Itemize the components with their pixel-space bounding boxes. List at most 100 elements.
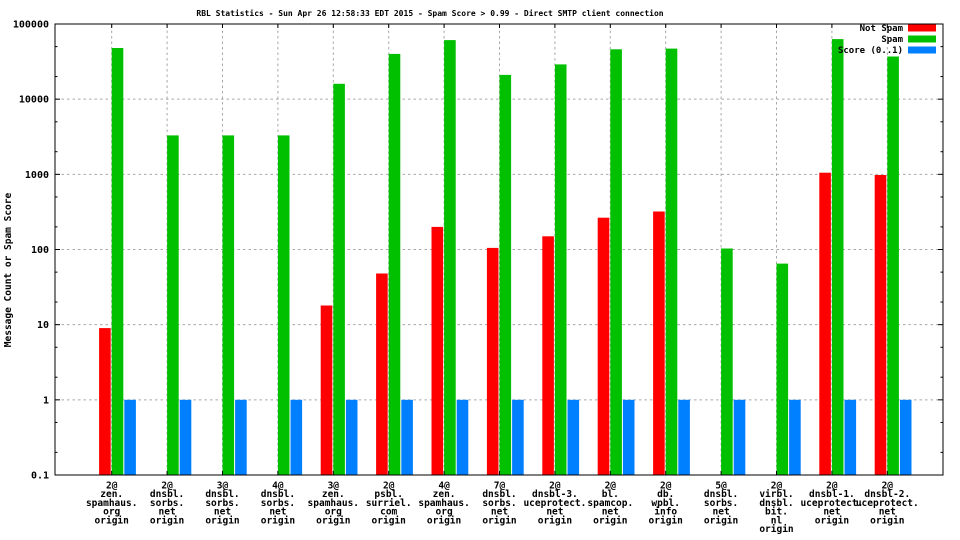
bar-not-spam-6 (376, 273, 388, 475)
bar-spam-5 (333, 83, 345, 476)
x-category-label: 2@ (549, 481, 561, 492)
legend-swatch-3 (908, 46, 936, 54)
x-category-label: org (436, 507, 453, 518)
x-category-label: 4@ (438, 481, 450, 492)
bar-spam-6 (388, 53, 401, 476)
y-tick-label: 1000 (25, 170, 49, 181)
x-category-label: origin (538, 515, 572, 526)
bar-score-0-1-6 (401, 399, 413, 475)
x-category-label: sorbs. (261, 498, 295, 509)
y-tick-label: 0.1 (31, 471, 49, 482)
bar-score-0-1-9 (567, 399, 580, 475)
x-category-label: dnsbl. (150, 489, 184, 500)
bar-spam-12 (721, 248, 733, 475)
y-tick-label: 100 (31, 245, 49, 256)
bar-score-0-1-12 (733, 399, 746, 475)
bar-not-spam-8 (486, 247, 499, 475)
bar-score-0-1-7 (456, 399, 469, 475)
x-category-label: origin (150, 515, 184, 526)
chart-title: RBL Statistics - Sun Apr 26 12:58:33 EDT… (196, 8, 663, 18)
x-category-label: dnsbl-3. (532, 489, 578, 500)
x-category-label: origin (482, 515, 516, 526)
x-category-label: dnsbl. (759, 498, 793, 509)
bar-not-spam-10 (597, 217, 610, 475)
x-category-label: uceprotect. (523, 498, 586, 509)
x-category-label: net (823, 507, 840, 518)
bar-spam-4 (277, 135, 290, 475)
x-category-label: dnsbl. (704, 489, 738, 500)
x-category-label: origin (427, 515, 461, 526)
x-category-label: sorbs. (205, 498, 239, 509)
x-category-label: 2@ (771, 481, 783, 492)
bar-spam-9 (554, 64, 567, 476)
x-category-label: 2@ (383, 481, 395, 492)
x-category-label: net (546, 507, 563, 518)
x-category-label: bit. (765, 507, 788, 518)
x-category-label: nl (771, 515, 783, 526)
x-category-label: 2@ (660, 481, 672, 492)
x-category-label: 2@ (826, 481, 838, 492)
x-category-label: 2@ (106, 481, 118, 492)
bar-not-spam-14 (819, 172, 831, 475)
x-category-label: dnsbl. (261, 489, 295, 500)
x-category-label: net (491, 507, 508, 518)
x-category-label: spamhaus. (308, 498, 359, 509)
x-category-label: origin (372, 515, 406, 526)
bar-score-0-1-10 (622, 399, 635, 475)
x-category-label: origin (316, 515, 350, 526)
x-category-label: zen. (433, 489, 456, 500)
y-tick-label: 1 (43, 395, 49, 406)
bar-not-spam-15 (874, 175, 887, 475)
x-category-label: net (269, 507, 286, 518)
x-category-label: origin (649, 515, 683, 526)
bar-score-0-1-4 (290, 399, 303, 475)
x-category-label: origin (870, 515, 904, 526)
x-category-label: net (713, 507, 730, 518)
y-axis-label: Message Count or Spam Score (3, 193, 14, 348)
x-category-label: uceprotect. (800, 498, 863, 509)
x-category-label: net (159, 507, 176, 518)
legend-swatch-1 (908, 24, 936, 32)
x-category-label: 3@ (217, 481, 229, 492)
x-category-label: bl. (602, 489, 619, 500)
x-category-label: origin (759, 524, 793, 535)
x-category-label: 3@ (328, 481, 340, 492)
bar-not-spam-5 (320, 305, 333, 475)
bar-spam-2 (167, 135, 179, 475)
bar-score-0-1-8 (512, 399, 524, 475)
x-category-label: wpbl. (651, 498, 680, 509)
x-category-label: origin (593, 515, 627, 526)
x-category-label: net (602, 507, 619, 518)
x-category-label: net (879, 507, 896, 518)
x-category-label: info (654, 507, 677, 518)
x-category-label: dnsbl. (482, 489, 516, 500)
x-category-label: spamhaus. (418, 498, 469, 509)
bar-spam-10 (610, 49, 622, 476)
bar-spam-14 (831, 39, 844, 475)
bar-not-spam-11 (653, 211, 665, 475)
x-category-label: origin (815, 515, 849, 526)
bar-not-spam-7 (431, 226, 444, 475)
x-category-label: sorbs. (704, 498, 738, 509)
x-category-label: db. (657, 489, 674, 500)
bar-spam-11 (665, 48, 678, 475)
x-category-label: spamcop. (587, 498, 633, 509)
x-category-label: 4@ (272, 481, 284, 492)
x-category-label: dnsbl-1. (809, 489, 855, 500)
legend-swatch-2 (908, 35, 936, 43)
x-category-label: origin (205, 515, 239, 526)
x-category-label: surriel. (366, 498, 412, 509)
y-tick-label: 10000 (19, 95, 49, 106)
bar-score-0-1-11 (678, 399, 690, 475)
y-tick-label: 10 (37, 320, 49, 331)
x-category-label: 5@ (715, 481, 727, 492)
x-category-label: dnsbl-2. (864, 489, 910, 500)
x-category-label: uceprotect. (856, 498, 919, 509)
x-category-label: zen. (322, 489, 345, 500)
bar-spam-15 (887, 56, 899, 475)
bar-spam-13 (776, 263, 789, 475)
bar-spam-7 (444, 40, 456, 475)
bar-score-0-1-5 (345, 399, 358, 475)
